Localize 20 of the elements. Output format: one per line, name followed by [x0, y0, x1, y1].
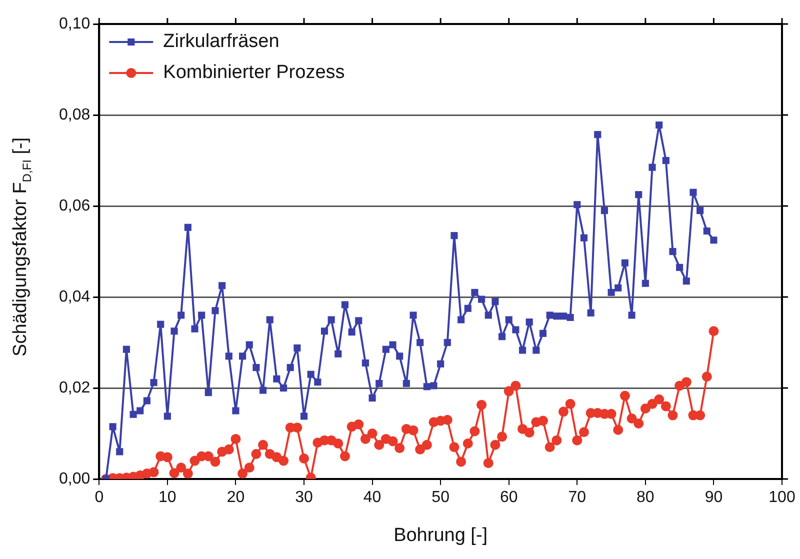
x-tick-label: 60 — [500, 489, 518, 506]
y-tick-label: 0,02 — [59, 379, 90, 396]
x-tick-label: 10 — [158, 489, 176, 506]
y-tick-label: 0,00 — [59, 470, 90, 488]
legend-label: Zirkularfräsen — [163, 31, 280, 52]
x-tick-label: 40 — [363, 489, 382, 506]
y-tick-label: 0,06 — [59, 197, 90, 214]
x-tick-label: 30 — [295, 489, 313, 506]
legend-label: Kombinierter Prozess — [163, 62, 345, 84]
y-tick-label: 0,10 — [59, 15, 90, 32]
x-tick-label: 70 — [568, 489, 586, 506]
x-tick-label: 50 — [432, 489, 450, 506]
y-tick-label: 0,08 — [59, 106, 90, 124]
y-tick-label: 0,04 — [59, 288, 90, 306]
x-tick-label: 100 — [768, 489, 796, 506]
x-axis-title: Bohrung [-] — [394, 524, 488, 546]
x-tick-label: 0 — [94, 489, 104, 506]
x-tick-label: 20 — [226, 489, 245, 506]
x-tick-label: 80 — [636, 489, 654, 506]
x-tick-label: 90 — [704, 489, 723, 506]
